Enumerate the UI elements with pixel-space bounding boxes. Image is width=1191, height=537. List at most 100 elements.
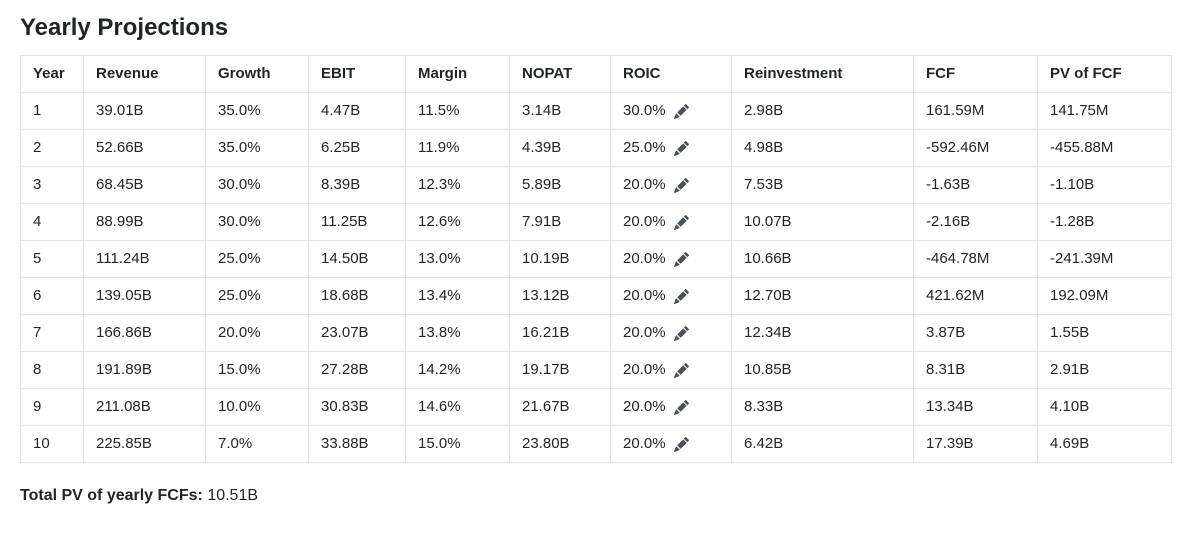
cell-reinvestment: 7.53B	[731, 166, 914, 204]
column-header-roic: ROIC	[610, 55, 732, 93]
column-header-pv-of-fcf: PV of FCF	[1037, 55, 1172, 93]
cell-fcf: 3.87B	[913, 314, 1038, 352]
total-pv-value: 10.51B	[207, 487, 259, 504]
table-row: 10 225.85B 7.0% 33.88B 15.0% 23.80B 20.0…	[20, 425, 1172, 463]
cell-revenue: 68.45B	[83, 166, 206, 204]
cell-margin: 14.2%	[405, 351, 510, 389]
table-row: 7 166.86B 20.0% 23.07B 13.8% 16.21B 20.0…	[20, 314, 1172, 352]
cell-year: 1	[20, 92, 84, 130]
table-body: 1 39.01B 35.0% 4.47B 11.5% 3.14B 30.0% 2…	[20, 92, 1172, 463]
cell-roic: 20.0%	[610, 388, 732, 426]
cell-growth: 25.0%	[205, 277, 309, 315]
cell-growth: 15.0%	[205, 351, 309, 389]
cell-year: 10	[20, 425, 84, 463]
cell-revenue: 211.08B	[83, 388, 206, 426]
column-header-growth: Growth	[205, 55, 309, 93]
cell-ebit: 18.68B	[308, 277, 406, 315]
cell-pv-of-fcf: 192.09M	[1037, 277, 1172, 315]
cell-roic: 20.0%	[610, 314, 732, 352]
cell-nopat: 21.67B	[509, 388, 611, 426]
cell-roic: 20.0%	[610, 203, 732, 241]
pencil-icon[interactable]	[673, 214, 689, 230]
cell-pv-of-fcf: -1.28B	[1037, 203, 1172, 241]
roic-value: 20.0%	[623, 250, 666, 267]
cell-pv-of-fcf: 4.69B	[1037, 425, 1172, 463]
cell-nopat: 16.21B	[509, 314, 611, 352]
cell-nopat: 23.80B	[509, 425, 611, 463]
cell-growth: 35.0%	[205, 92, 309, 130]
table-row: 2 52.66B 35.0% 6.25B 11.9% 4.39B 25.0% 4…	[20, 129, 1172, 167]
cell-fcf: -1.63B	[913, 166, 1038, 204]
roic-value: 30.0%	[623, 102, 666, 119]
cell-growth: 25.0%	[205, 240, 309, 278]
cell-growth: 35.0%	[205, 129, 309, 167]
cell-growth: 30.0%	[205, 166, 309, 204]
cell-reinvestment: 12.34B	[731, 314, 914, 352]
cell-reinvestment: 10.85B	[731, 351, 914, 389]
cell-year: 8	[20, 351, 84, 389]
cell-pv-of-fcf: 2.91B	[1037, 351, 1172, 389]
cell-reinvestment: 8.33B	[731, 388, 914, 426]
cell-ebit: 14.50B	[308, 240, 406, 278]
cell-fcf: -2.16B	[913, 203, 1038, 241]
cell-pv-of-fcf: -455.88M	[1037, 129, 1172, 167]
cell-revenue: 111.24B	[83, 240, 206, 278]
cell-nopat: 5.89B	[509, 166, 611, 204]
cell-roic: 20.0%	[610, 425, 732, 463]
cell-fcf: 17.39B	[913, 425, 1038, 463]
total-pv-label: Total PV of yearly FCFs:	[20, 487, 203, 504]
cell-roic: 20.0%	[610, 277, 732, 315]
pencil-icon[interactable]	[673, 288, 689, 304]
cell-revenue: 39.01B	[83, 92, 206, 130]
column-header-reinvestment: Reinvestment	[731, 55, 914, 93]
cell-margin: 11.9%	[405, 129, 510, 167]
pencil-icon[interactable]	[673, 362, 689, 378]
cell-nopat: 10.19B	[509, 240, 611, 278]
pencil-icon[interactable]	[673, 436, 689, 452]
cell-year: 9	[20, 388, 84, 426]
projections-table: Year Revenue Growth EBIT Margin NOPAT RO…	[20, 55, 1172, 463]
cell-ebit: 11.25B	[308, 203, 406, 241]
cell-revenue: 88.99B	[83, 203, 206, 241]
cell-fcf: -464.78M	[913, 240, 1038, 278]
cell-nopat: 3.14B	[509, 92, 611, 130]
column-header-revenue: Revenue	[83, 55, 206, 93]
cell-year: 7	[20, 314, 84, 352]
table-row: 4 88.99B 30.0% 11.25B 12.6% 7.91B 20.0% …	[20, 203, 1172, 241]
page-container: Yearly Projections Year Revenue Growth E…	[20, 14, 1172, 504]
cell-nopat: 19.17B	[509, 351, 611, 389]
cell-fcf: 13.34B	[913, 388, 1038, 426]
pencil-icon[interactable]	[673, 140, 689, 156]
roic-value: 20.0%	[623, 435, 666, 452]
table-row: 6 139.05B 25.0% 18.68B 13.4% 13.12B 20.0…	[20, 277, 1172, 315]
cell-fcf: 161.59M	[913, 92, 1038, 130]
cell-year: 6	[20, 277, 84, 315]
cell-ebit: 8.39B	[308, 166, 406, 204]
cell-margin: 12.6%	[405, 203, 510, 241]
cell-year: 2	[20, 129, 84, 167]
pencil-icon[interactable]	[673, 399, 689, 415]
cell-ebit: 23.07B	[308, 314, 406, 352]
table-row: 3 68.45B 30.0% 8.39B 12.3% 5.89B 20.0% 7…	[20, 166, 1172, 204]
pencil-icon[interactable]	[673, 251, 689, 267]
cell-pv-of-fcf: 141.75M	[1037, 92, 1172, 130]
roic-value: 20.0%	[623, 213, 666, 230]
cell-margin: 12.3%	[405, 166, 510, 204]
column-header-ebit: EBIT	[308, 55, 406, 93]
table-row: 5 111.24B 25.0% 14.50B 13.0% 10.19B 20.0…	[20, 240, 1172, 278]
cell-fcf: 421.62M	[913, 277, 1038, 315]
cell-roic: 20.0%	[610, 351, 732, 389]
cell-nopat: 13.12B	[509, 277, 611, 315]
cell-ebit: 6.25B	[308, 129, 406, 167]
cell-revenue: 52.66B	[83, 129, 206, 167]
table-header: Year Revenue Growth EBIT Margin NOPAT RO…	[20, 55, 1172, 93]
cell-pv-of-fcf: -1.10B	[1037, 166, 1172, 204]
column-header-margin: Margin	[405, 55, 510, 93]
page-title: Yearly Projections	[20, 14, 229, 41]
pencil-icon[interactable]	[673, 103, 689, 119]
pencil-icon[interactable]	[673, 325, 689, 341]
table-row: 8 191.89B 15.0% 27.28B 14.2% 19.17B 20.0…	[20, 351, 1172, 389]
cell-ebit: 33.88B	[308, 425, 406, 463]
table-row: 9 211.08B 10.0% 30.83B 14.6% 21.67B 20.0…	[20, 388, 1172, 426]
pencil-icon[interactable]	[673, 177, 689, 193]
